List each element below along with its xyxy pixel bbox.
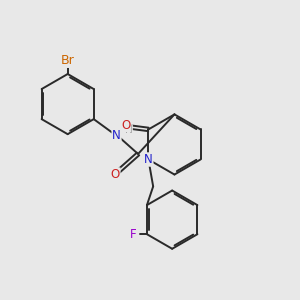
Text: N: N xyxy=(112,129,121,142)
Text: O: O xyxy=(121,119,130,132)
Text: O: O xyxy=(111,168,120,181)
Text: H: H xyxy=(125,125,132,135)
Text: Br: Br xyxy=(61,54,75,67)
Text: F: F xyxy=(130,228,137,241)
Text: N: N xyxy=(144,153,153,166)
